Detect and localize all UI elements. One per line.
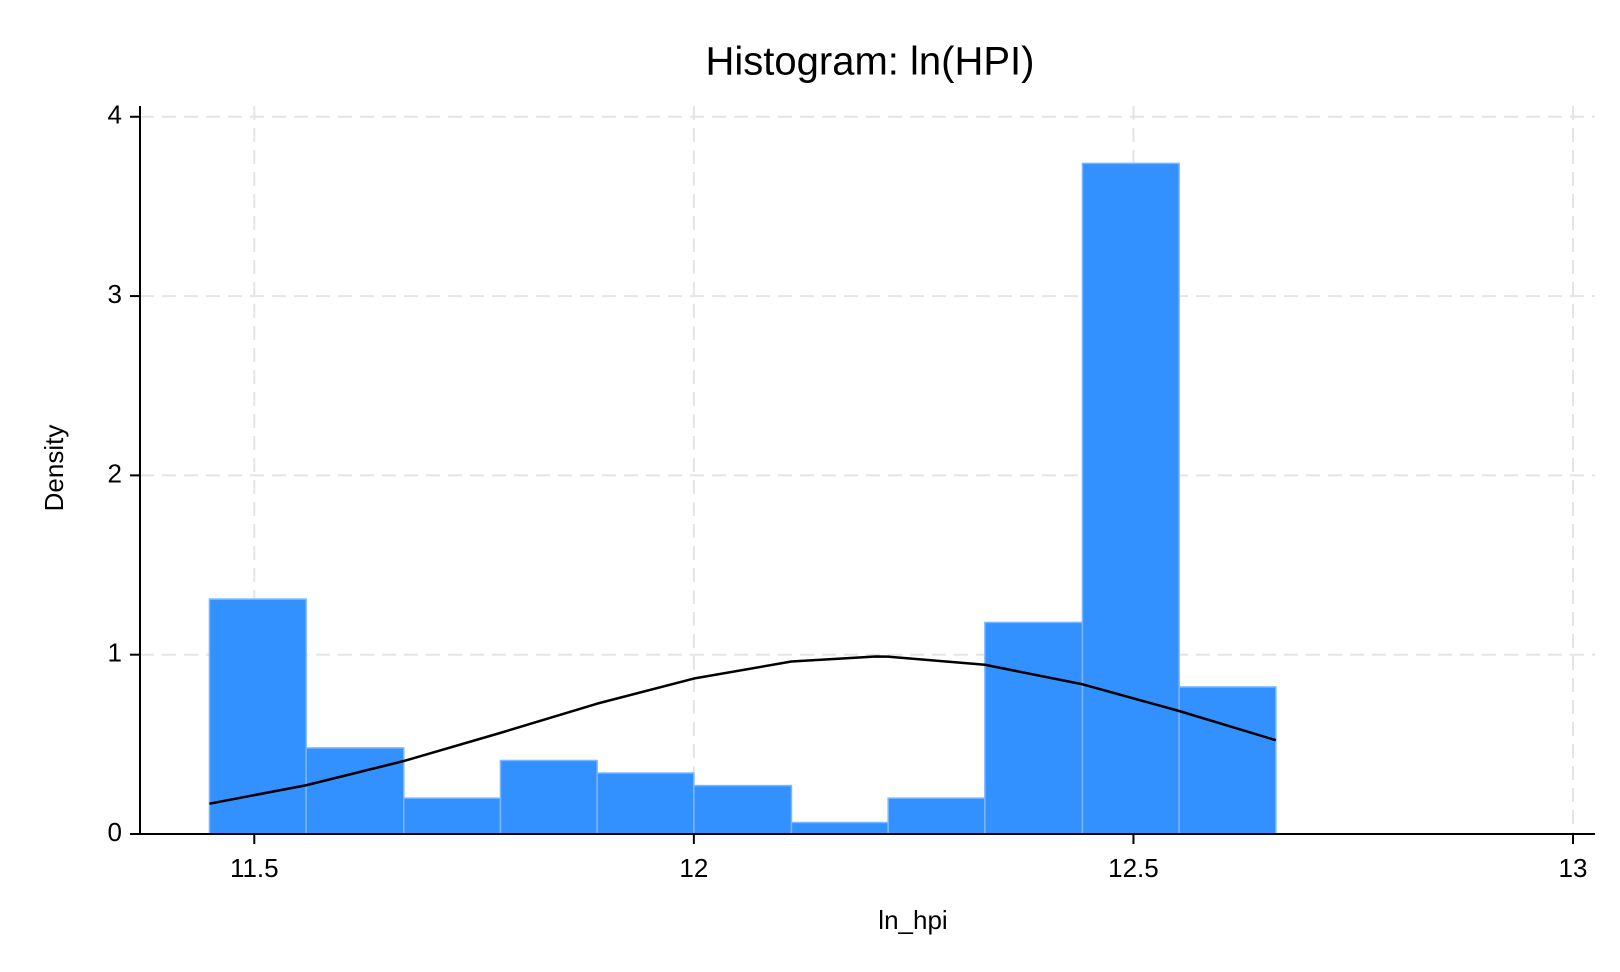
- y-tick-label: 0: [108, 817, 122, 847]
- bar: [887, 797, 986, 835]
- bar: [984, 621, 1084, 835]
- bar: [305, 747, 405, 835]
- bar: [790, 821, 889, 835]
- bar: [402, 797, 502, 835]
- x-tick-label: 12.5: [1108, 853, 1159, 883]
- y-tick-label: 3: [108, 279, 122, 309]
- y-tick-label: 2: [108, 458, 122, 488]
- bar: [596, 772, 695, 835]
- bar: [499, 759, 598, 835]
- bar: [208, 598, 307, 835]
- y-tick-label: 4: [108, 100, 122, 130]
- y-tick-label: 1: [108, 638, 122, 668]
- x-axis-label: ln_hpi: [878, 905, 947, 935]
- density-curve: [209, 655, 1277, 805]
- y-axis-label: Density: [39, 425, 69, 512]
- bar: [1081, 162, 1180, 835]
- bar: [693, 784, 793, 835]
- chart-title: Histogram: ln(HPI): [706, 40, 1035, 84]
- x-tick-label: 12: [679, 853, 708, 883]
- bar: [1178, 686, 1277, 835]
- x-tick-label: 11.5: [230, 853, 279, 883]
- x-tick-label: 13: [1559, 853, 1588, 883]
